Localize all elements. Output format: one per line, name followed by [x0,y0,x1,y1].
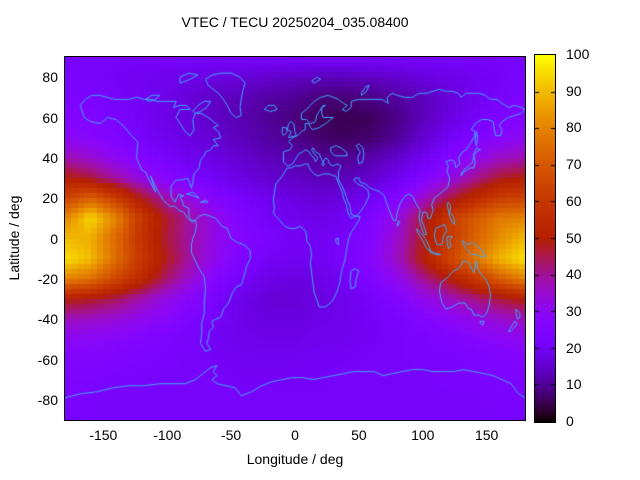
y-tick-label: 60 [42,109,58,126]
colorbar-tick-label: 20 [566,339,582,356]
y-tick-label: 20 [42,190,58,207]
y-tick-label: -80 [37,391,58,408]
y-tick-label: 0 [50,230,58,247]
colorbar-tick-label: 90 [566,82,582,99]
colorbar-tick-label: 70 [566,156,582,173]
colorbar-tick-label: 0 [566,413,574,429]
colorbar-tick-label: 50 [566,229,582,246]
vtec-heatmap-canvas [65,57,525,420]
colorbar-tick-label: 10 [566,376,582,393]
x-tick-label: 0 [291,427,299,443]
x-tick-label: -150 [89,427,118,443]
x-tick-label: -50 [220,427,242,443]
colorbar-tick-label: 60 [566,192,582,209]
x-tick-label: -100 [153,427,182,443]
plot-area [64,56,526,421]
x-tick-label: 100 [411,427,435,443]
colorbar [534,54,556,423]
y-tick-label: -60 [37,351,58,368]
y-tick-label: -40 [37,311,58,328]
colorbar-tick-label: 40 [566,266,582,283]
y-tick-label: -20 [37,270,58,287]
colorbar-tick-label: 100 [566,46,590,62]
colorbar-tick-label: 30 [566,302,582,319]
colorbar-canvas [535,55,555,422]
x-tick-label: 150 [474,427,499,443]
y-tick-label: 80 [42,69,58,86]
x-tick-label: 50 [351,427,367,443]
colorbar-tick-label: 80 [566,119,582,136]
x-axis-label: Longitude / deg [246,451,344,467]
chart-title: VTEC / TECU 20250204_035.08400 [181,14,409,30]
y-tick-label: 40 [42,149,58,166]
